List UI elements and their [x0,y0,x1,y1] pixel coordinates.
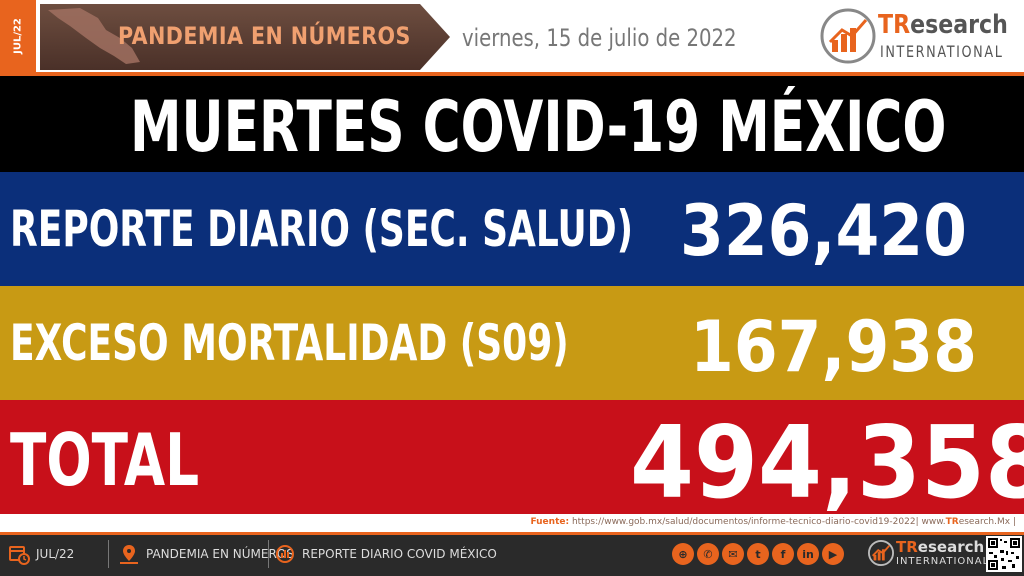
row-exceso-mortalidad: EXCESO MORTALIDAD (S09) 167,938 [0,286,1024,400]
banner-arrow [40,4,450,70]
row-label: REPORTE DIARIO (SEC. SALUD) [10,200,634,258]
logo-subtitle: INTERNATIONAL [880,42,1004,61]
row-reporte-diario: REPORTE DIARIO (SEC. SALUD) 326,420 [0,172,1024,286]
logo-chart-icon [868,540,894,566]
source-url[interactable]: https://www.gob.mx/salud/documentos/info… [571,517,916,527]
linkedin-icon[interactable]: in [797,543,819,565]
date-label: viernes, 15 de julio de 2022 [462,24,737,52]
banner-title: PANDEMIA EN NÚMEROS [118,22,411,50]
header-divider [0,72,1024,76]
row-value: 494,358 [630,404,1024,514]
row-value: 326,420 [680,190,967,272]
title-band: MUERTES COVID-19 MÉXICO [0,76,1024,172]
row-value: 167,938 [690,306,977,388]
header-logo: TResearch INTERNATIONAL [820,8,1020,68]
row-label: TOTAL [10,418,200,502]
footer-item-pandemia: PANDEMIA EN NÚMEROS [118,532,294,576]
footer-divider [268,540,269,568]
row-total: TOTAL 494,358 [0,400,1024,514]
footer-item-reporte: REPORTE DIARIO COVID MÉXICO [274,532,497,576]
youtube-icon[interactable]: ▶ [822,543,844,565]
source-text: Fuente: https://www.gob.mx/salud/documen… [530,517,1016,527]
social-links: ⊕ ✆ ✉ t f in ▶ [672,543,844,565]
phone-icon[interactable]: ✆ [697,543,719,565]
mexico-map-icon [48,8,140,64]
footer-logo: TResearch INTERNATIONAL [868,536,988,572]
side-tab-label: JUL/22 [12,18,24,54]
facebook-icon[interactable]: f [772,543,794,565]
row-label: EXCESO MORTALIDAD (S09) [10,314,569,372]
footer: JUL/22 PANDEMIA EN NÚMEROS REPORTE DIARI… [0,532,1024,576]
footer-divider-line [0,532,1024,535]
footer-item-date: JUL/22 [8,532,74,576]
logo-title: TResearch [878,10,1008,40]
footer-logo-title: TResearch [896,538,985,556]
source-label: Fuente: [530,517,570,527]
logo-chart-icon [820,8,876,64]
footer-logo-subtitle: INTERNATIONAL [896,556,990,567]
header: JUL/22 PANDEMIA EN NÚMEROS viernes, 15 d… [0,0,1024,74]
calendar-clock-icon [9,546,30,565]
report-chat-icon [276,545,294,563]
globe-icon[interactable]: ⊕ [672,543,694,565]
source-line: Fuente: https://www.gob.mx/salud/documen… [0,514,1024,532]
source-site[interactable]: www.TResearch.Mx [921,517,1011,527]
twitter-icon[interactable]: t [747,543,769,565]
qr-code-icon[interactable] [986,536,1022,572]
footer-divider [108,540,109,568]
page-title: MUERTES COVID-19 MÉXICO [130,86,947,168]
side-tab: JUL/22 [0,0,36,72]
email-icon[interactable]: ✉ [722,543,744,565]
map-pin-icon [120,545,138,564]
